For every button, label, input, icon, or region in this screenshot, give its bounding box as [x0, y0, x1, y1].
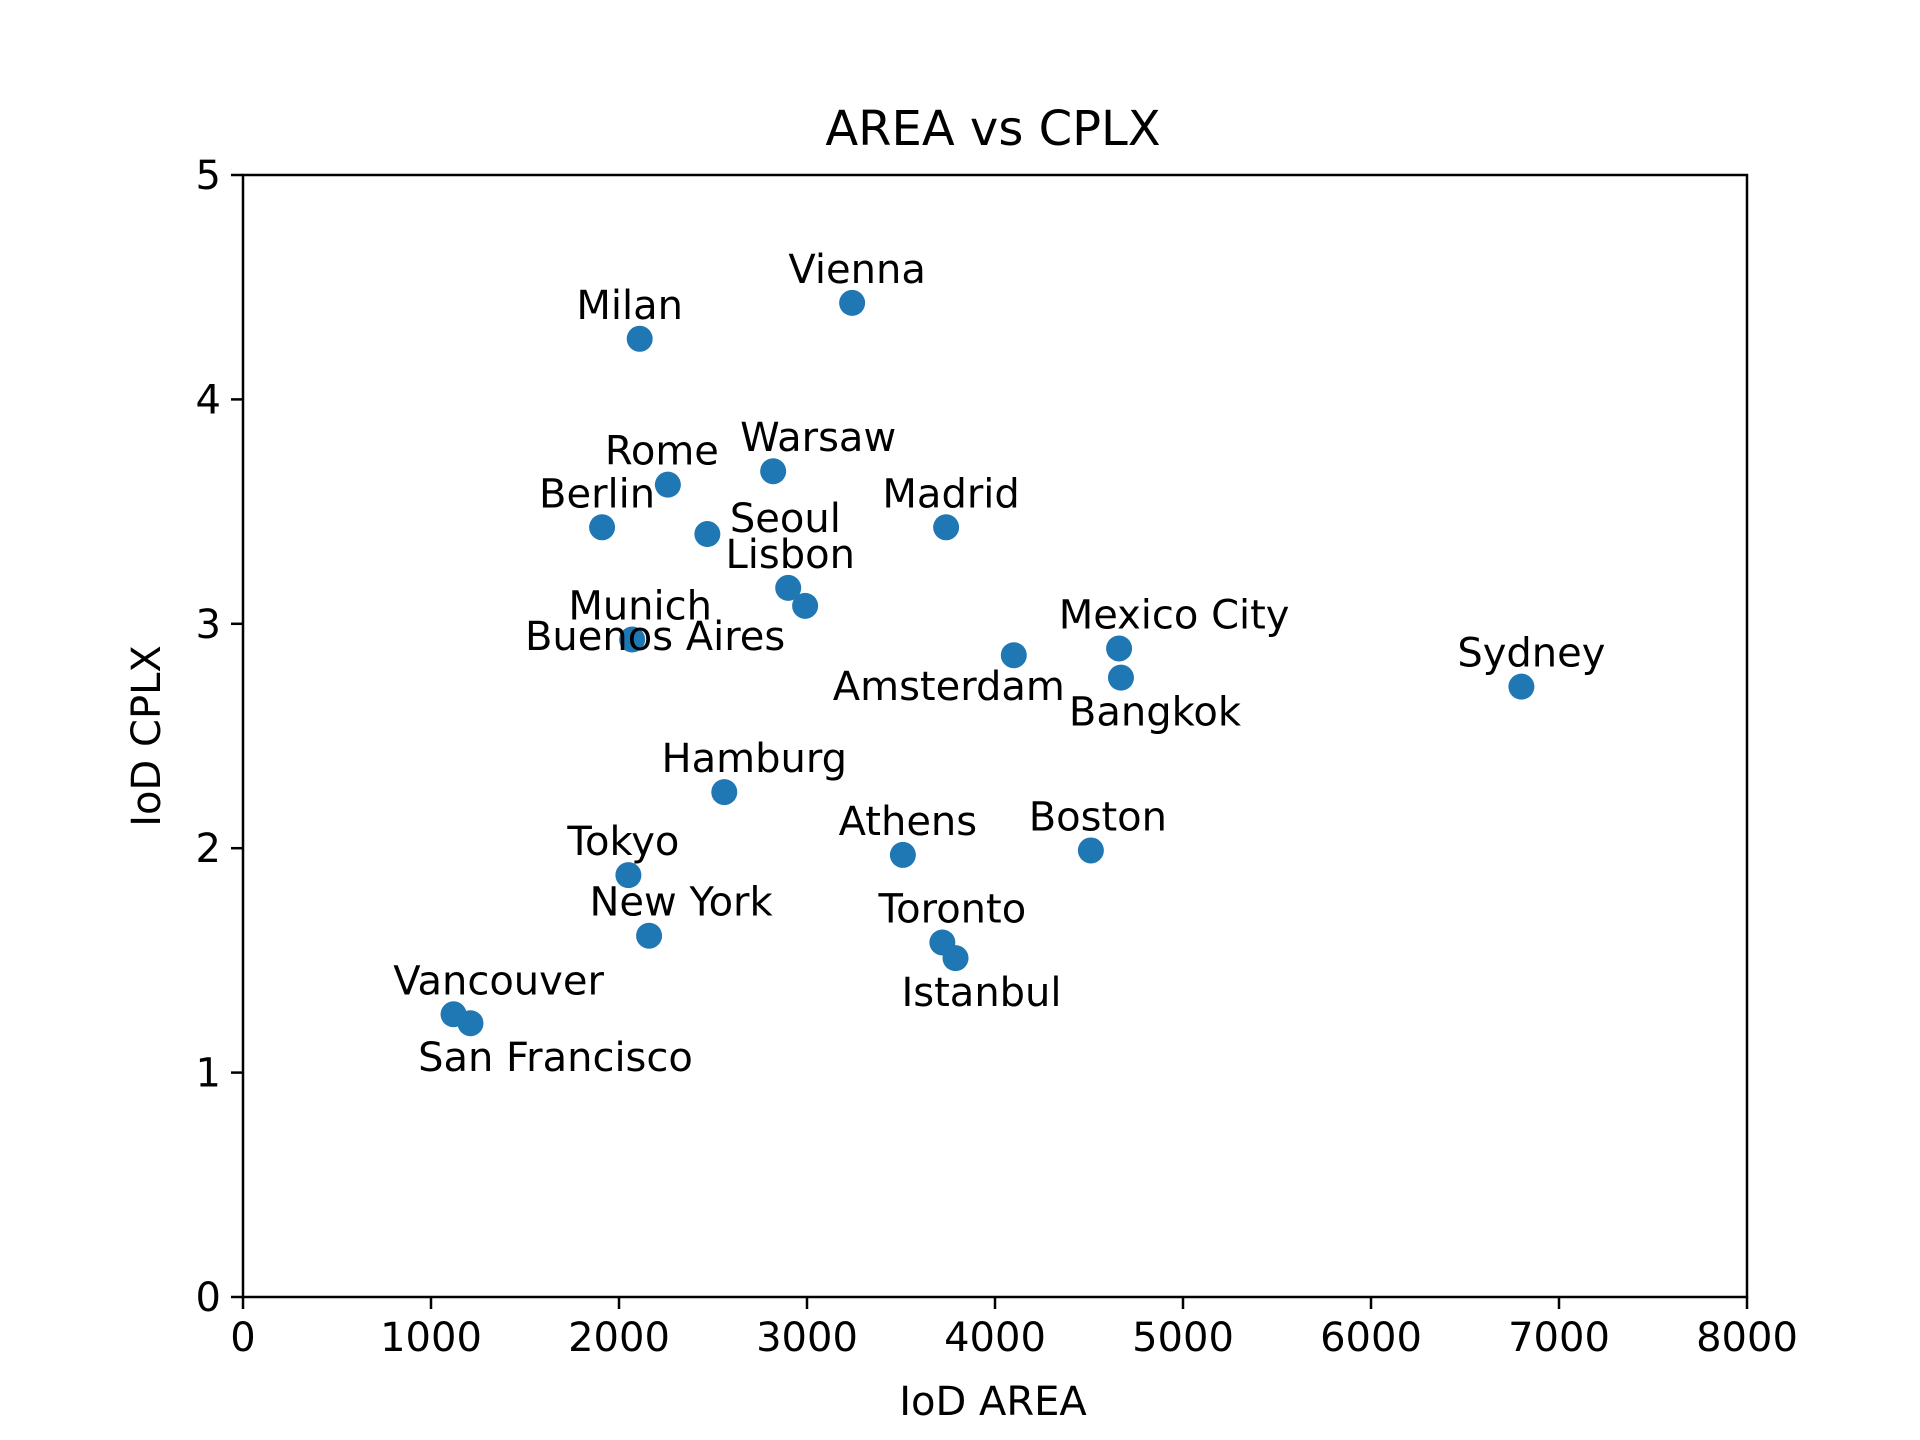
- point-label: Lisbon: [725, 532, 854, 578]
- point-label: Madrid: [882, 471, 1019, 517]
- point-label: Mexico City: [1059, 592, 1290, 638]
- data-point: [1077, 837, 1104, 864]
- point-label: Vancouver: [393, 958, 604, 1004]
- point-label: Tokyo: [566, 819, 679, 865]
- x-tick-label: 8000: [1696, 1315, 1798, 1361]
- data-point: [626, 325, 653, 352]
- point-label: Rome: [605, 429, 719, 475]
- data-point: [839, 289, 866, 316]
- data-point: [933, 514, 960, 541]
- x-tick-label: 0: [230, 1315, 255, 1361]
- data-point: [792, 592, 819, 619]
- data-point: [457, 1010, 484, 1037]
- x-tick-label: 5000: [1132, 1315, 1234, 1361]
- data-point: [1107, 664, 1134, 691]
- point-label: Amsterdam: [833, 664, 1065, 710]
- point-label: Milan: [576, 283, 683, 329]
- y-tick-label: 0: [196, 1275, 221, 1321]
- x-tick-label: 7000: [1508, 1315, 1610, 1361]
- data-point: [694, 521, 721, 548]
- data-point: [775, 574, 802, 601]
- point-label: Buenos Aires: [525, 614, 785, 660]
- data-point: [654, 471, 681, 498]
- data-point: [889, 841, 916, 868]
- x-tick-label: 4000: [944, 1315, 1046, 1361]
- plot-frame: [241, 173, 1749, 1299]
- data-point: [942, 945, 969, 972]
- x-axis: 0 1000 2000 3000 4000 5000 6000 7000 8000: [230, 1297, 1798, 1361]
- y-tick-label: 1: [196, 1051, 221, 1097]
- data-point: [615, 862, 642, 889]
- point-label: Munich: [568, 584, 712, 630]
- x-tick-label: 6000: [1320, 1315, 1422, 1361]
- chart-title: AREA vs CPLX: [825, 101, 1160, 157]
- point-label: Istanbul: [901, 970, 1061, 1016]
- x-tick-label: 1000: [380, 1315, 482, 1361]
- x-tick-label: 2000: [568, 1315, 670, 1361]
- y-axis: 0 1 2 3 4 5: [196, 153, 243, 1321]
- y-tick-label: 4: [196, 377, 221, 423]
- y-axis-label: IoD CPLX: [124, 645, 170, 827]
- x-axis-label: IoD AREA: [899, 1379, 1087, 1425]
- point-label: Boston: [1029, 794, 1167, 840]
- point-label: Berlin: [539, 471, 655, 517]
- y-tick-label: 5: [196, 153, 221, 199]
- point-label: Athens: [839, 799, 978, 845]
- data-point: [1000, 642, 1027, 669]
- data-point: [636, 922, 663, 949]
- point-label: Sydney: [1457, 631, 1605, 677]
- point-label: Toronto: [878, 886, 1027, 932]
- data-point: [760, 458, 787, 485]
- x-tick-label: 3000: [756, 1315, 858, 1361]
- point-label: Bangkok: [1069, 690, 1242, 736]
- point-label: Hamburg: [662, 736, 847, 782]
- y-tick-label: 2: [196, 826, 221, 872]
- data-point: [1106, 635, 1133, 662]
- y-tick-label: 3: [196, 602, 221, 648]
- data-points: [440, 289, 1535, 1037]
- point-label: Seoul: [730, 496, 841, 542]
- data-point: [1508, 673, 1535, 700]
- point-label: San Francisco: [418, 1035, 693, 1081]
- data-point: [619, 626, 646, 653]
- point-label: New York: [589, 880, 773, 926]
- data-point: [711, 779, 738, 806]
- point-label: Vienna: [788, 247, 925, 293]
- data-point: [589, 514, 616, 541]
- point-label: Warsaw: [740, 415, 896, 461]
